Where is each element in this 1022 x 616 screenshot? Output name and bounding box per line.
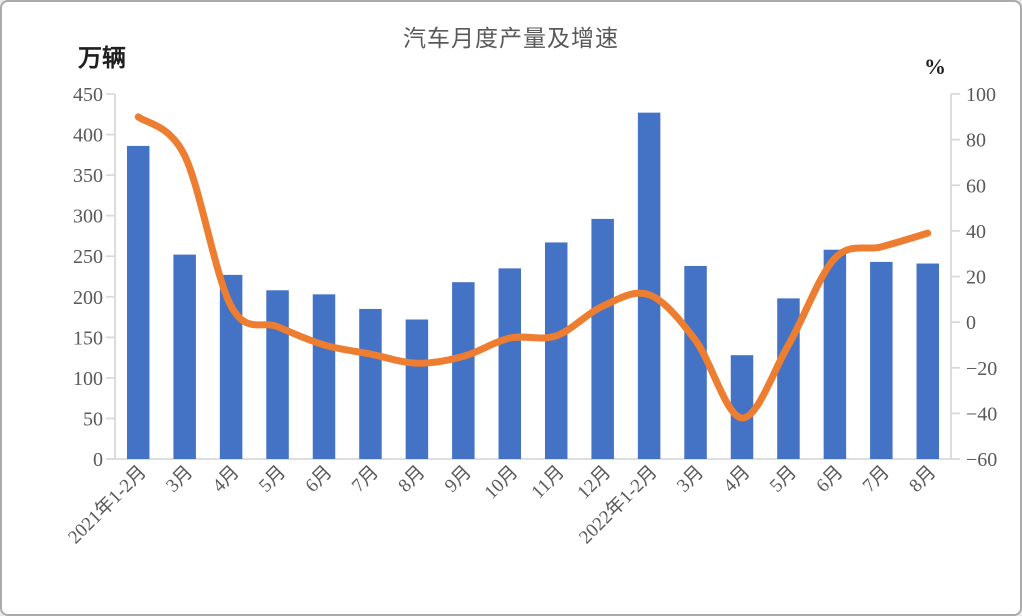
production-bar: [823, 249, 847, 459]
left-axis-tick-label: 450: [73, 84, 103, 106]
x-axis-tick-label: 3月: [162, 462, 197, 497]
production-bar: [452, 282, 475, 459]
right-axis-tick-label: 60: [966, 175, 986, 197]
production-bar: [266, 290, 289, 459]
x-axis-tick-label: 4月: [720, 462, 755, 497]
production-bar: [126, 145, 150, 459]
right-axis-tick-label: −20: [966, 358, 997, 380]
x-axis-tick-label: 5月: [766, 462, 801, 497]
chart-title: 汽车月度产量及增速: [403, 26, 619, 51]
production-bar: [312, 294, 336, 459]
production-bar: [219, 274, 243, 459]
x-axis-tick-label: 7月: [348, 462, 383, 497]
left-axis-tick-label: 0: [93, 449, 103, 471]
production-bar: [730, 355, 754, 459]
x-axis-tick-label: 9月: [441, 462, 476, 497]
left-axis-tick-label: 50: [83, 408, 103, 430]
production-bar: [637, 112, 661, 460]
production-bar: [591, 218, 614, 459]
production-bar: [498, 268, 522, 459]
x-axis-tick-label: 6月: [812, 462, 847, 497]
production-bar: [544, 242, 568, 459]
x-axis-tick-label: 5月: [255, 462, 290, 497]
left-axis-unit-label: 万辆: [78, 46, 126, 72]
left-axis-tick-label: 100: [73, 368, 103, 390]
production-bars-series: [126, 112, 940, 460]
x-axis-tick-label: 3月: [673, 462, 708, 497]
x-axis-tick-label: 10月: [481, 462, 523, 504]
x-axis-tick-label: 8月: [905, 462, 940, 497]
right-axis-tick-label: 80: [966, 130, 986, 152]
production-bar: [173, 254, 196, 459]
axes: [106, 93, 960, 460]
x-axis-tick-label: 11月: [528, 462, 569, 503]
left-axis-tick-label: 300: [73, 206, 103, 228]
right-axis-tick-label: 0: [966, 312, 976, 334]
left-axis-tick-label: 150: [73, 327, 103, 349]
right-axis-tick-label: −60: [966, 449, 997, 471]
left-axis-tick-label: 400: [73, 125, 103, 147]
production-bar: [359, 308, 382, 459]
left-axis-tick-label: 250: [73, 246, 103, 268]
production-bar: [916, 263, 940, 459]
x-axis-tick-label: 4月: [209, 462, 244, 497]
x-axis-tick-label: 8月: [394, 462, 429, 497]
x-axis-tick-label: 6月: [302, 462, 337, 497]
x-axis-tick-label: 12月: [573, 462, 615, 504]
production-bar: [684, 265, 707, 459]
left-axis-tick-label: 200: [73, 287, 103, 309]
growth-rate-line: [134, 113, 932, 422]
axis-labels: 0 50 100 150 200 250 300 350 400 450 −60 −40 −20 0 20 4…: [64, 84, 998, 548]
right-axis-tick-label: 100: [966, 84, 996, 106]
left-axis-tick-label: 350: [73, 165, 103, 187]
x-axis-tick-label: 2021年1-2月: [64, 461, 151, 548]
right-axis-tick-label: 20: [966, 267, 986, 289]
right-axis-tick-label: 40: [966, 221, 986, 243]
right-axis-unit-label: %: [924, 54, 946, 79]
production-bar: [405, 319, 429, 459]
x-axis-tick-label: 7月: [859, 462, 894, 497]
production-bar: [870, 261, 893, 459]
right-axis-tick-label: −40: [966, 403, 997, 425]
